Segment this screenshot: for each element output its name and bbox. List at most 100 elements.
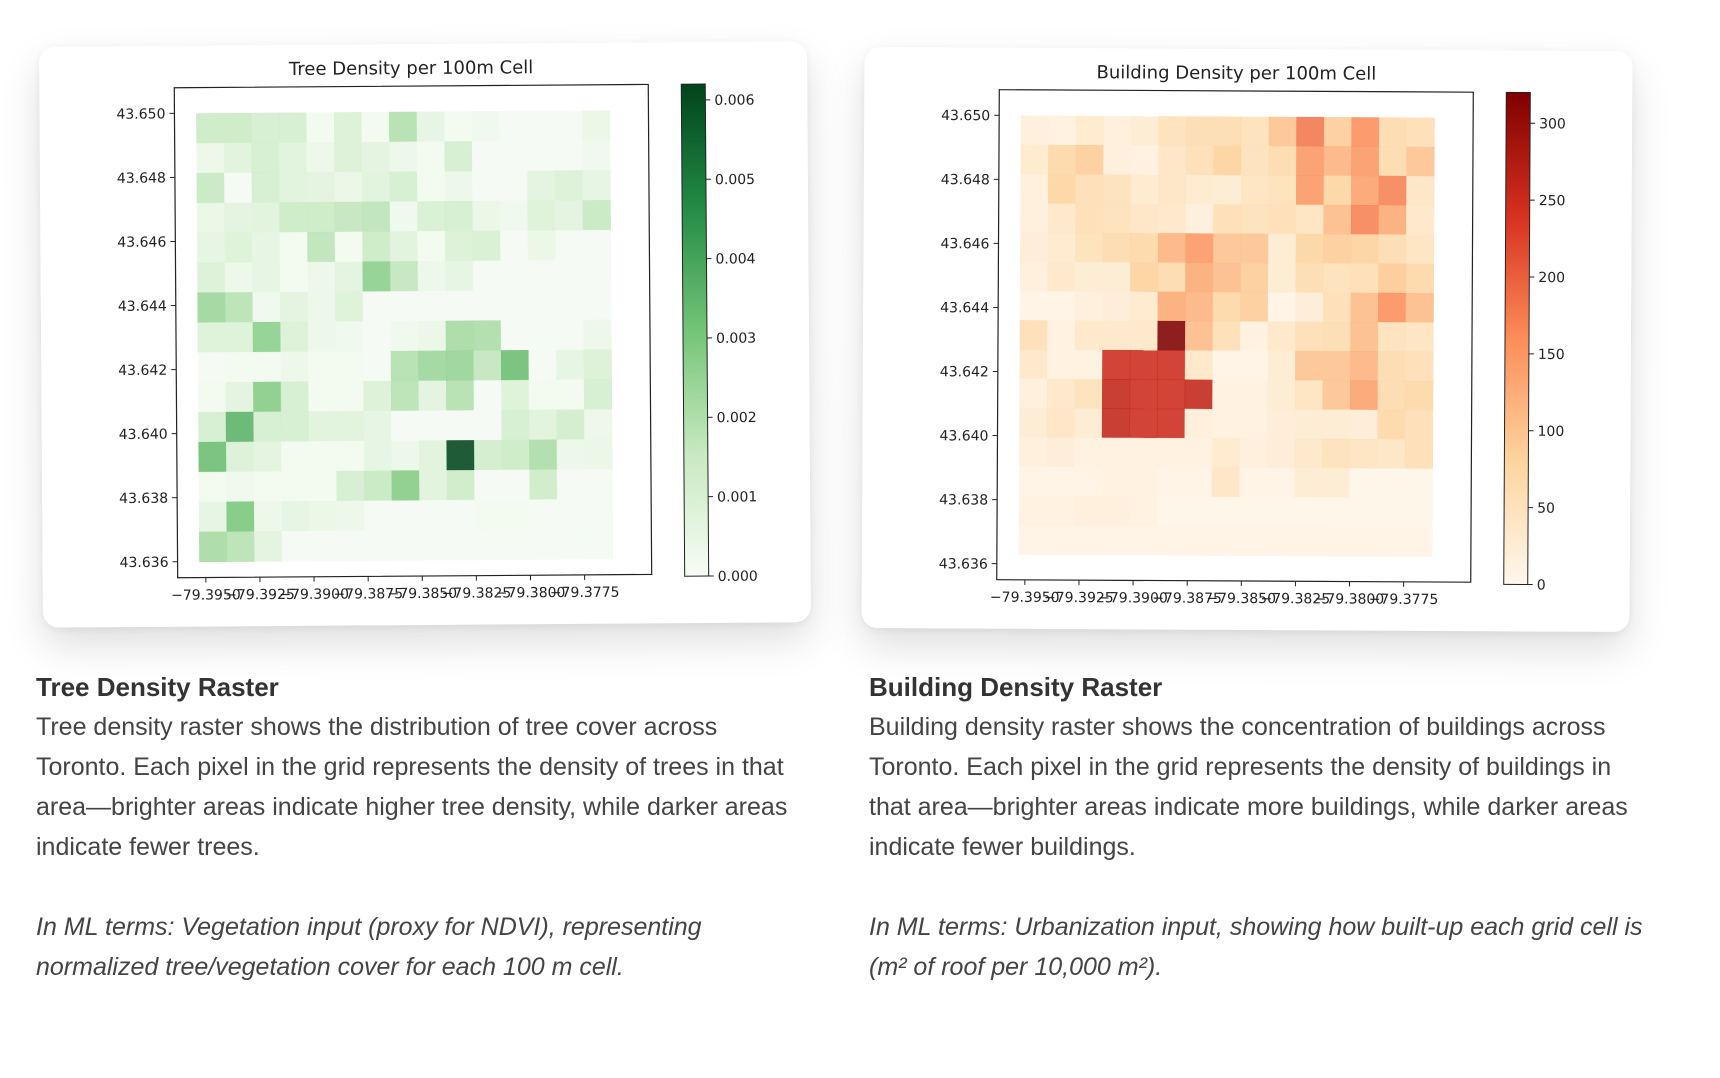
raster-cell: [1130, 233, 1159, 264]
raster-cell: [1157, 203, 1187, 234]
raster-cell: [1322, 438, 1351, 469]
raster-cell: [1075, 174, 1104, 205]
x-tick-label: −79.3825: [1260, 591, 1330, 607]
raster-cell: [1294, 467, 1323, 498]
raster-cell: [556, 469, 586, 500]
raster-cell: [1073, 495, 1103, 526]
colorbar-tick-label: 0.003: [716, 331, 756, 347]
raster-cell: [1211, 525, 1240, 556]
raster-cell: [1018, 466, 1048, 497]
raster-cell: [1018, 437, 1048, 468]
raster-cell: [363, 410, 392, 442]
raster-cell: [1350, 234, 1380, 265]
raster-cell: [1404, 526, 1433, 557]
raster-cell: [583, 379, 613, 411]
x-tick-label: −79.3875: [1152, 591, 1222, 607]
raster-cell: [226, 531, 255, 562]
raster-cell: [1267, 262, 1297, 293]
raster-cell: [362, 321, 392, 352]
raster-cell: [1212, 350, 1241, 381]
raster-cell: [1157, 291, 1186, 322]
raster-cell: [1349, 497, 1378, 528]
raster-cell: [1404, 409, 1434, 440]
raster-cell: [1019, 349, 1048, 380]
raster-cell: [584, 528, 614, 560]
colorbar-tick-label: 200: [1538, 270, 1565, 286]
raster-cell: [444, 200, 474, 232]
x-tick-label: −79.3800: [496, 585, 566, 601]
raster-cell: [306, 201, 336, 233]
raster-cell: [1405, 380, 1434, 411]
raster-cell: [473, 439, 503, 471]
raster-cell: [253, 411, 282, 443]
raster-cell: [583, 289, 612, 321]
raster-cell: [447, 529, 476, 561]
raster-cell: [1295, 321, 1324, 352]
raster-cell: [334, 141, 363, 173]
raster-cell: [308, 381, 337, 412]
raster-cell: [1239, 467, 1268, 498]
raster-cell: [1129, 467, 1158, 498]
raster-cell: [582, 170, 611, 201]
raster-cell: [280, 351, 309, 383]
raster-cell: [1212, 379, 1241, 410]
raster-cell: [419, 529, 448, 561]
raster-cell: [390, 261, 419, 292]
raster-cell: [1212, 262, 1242, 293]
raster-cell: [1267, 350, 1296, 381]
raster-cell: [555, 319, 585, 351]
x-tick-label: −79.3850: [388, 586, 458, 602]
x-tick-label: −79.3900: [279, 587, 349, 603]
building-density-caption: Building Density Raster Building density…: [869, 667, 1649, 987]
raster-cell: [1296, 116, 1325, 147]
raster-cell: [1046, 437, 1075, 468]
raster-cell: [1074, 437, 1103, 468]
raster-cell: [308, 470, 338, 502]
raster-cell: [281, 501, 310, 532]
raster-cell: [1184, 350, 1214, 381]
raster-cell: [1404, 439, 1434, 470]
raster-cell: [390, 380, 420, 412]
x-tick-label: −79.3950: [990, 590, 1060, 606]
raster-cell: [1047, 232, 1076, 263]
raster-cell: [1102, 349, 1131, 380]
raster-cell: [1268, 116, 1298, 147]
raster-cell: [251, 202, 281, 233]
raster-cell: [224, 292, 254, 323]
raster-cell: [444, 171, 473, 202]
raster-cell: [224, 232, 253, 264]
raster-cell: [1295, 233, 1324, 264]
raster-cell: [1323, 234, 1352, 265]
raster-cell: [362, 201, 391, 233]
raster-cell: [1377, 439, 1406, 470]
raster-cell: [444, 111, 473, 142]
chart-title: Tree Density per 100m Cell: [288, 57, 533, 80]
raster-cell: [445, 260, 474, 292]
y-tick-label: 43.642: [118, 363, 167, 379]
raster-cell: [1129, 408, 1158, 439]
raster-cell: [1267, 292, 1297, 323]
raster-cell: [472, 170, 501, 202]
raster-cell: [1075, 261, 1104, 292]
raster-cell: [254, 531, 283, 562]
raster-cell: [279, 232, 308, 263]
raster-cell: [1019, 261, 1049, 292]
raster-cell: [1267, 321, 1296, 352]
raster-cell: [416, 171, 446, 202]
raster-cell: [1103, 174, 1132, 205]
raster-cell: [1239, 438, 1268, 469]
raster-cell: [1405, 351, 1434, 382]
raster-cell: [1046, 525, 1075, 556]
y-tick-label: 43.636: [120, 555, 169, 571]
raster-cell: [446, 410, 475, 441]
colorbar: [680, 83, 710, 577]
raster-cell: [253, 381, 282, 413]
raster-cell: [389, 141, 418, 173]
raster-cell: [1404, 468, 1433, 499]
raster-cell: [1266, 526, 1295, 557]
raster-cell: [501, 499, 531, 531]
raster-cell: [307, 351, 337, 383]
raster-cell: [582, 259, 612, 291]
raster-cell: [1020, 144, 1049, 175]
raster-cell: [1129, 320, 1159, 351]
